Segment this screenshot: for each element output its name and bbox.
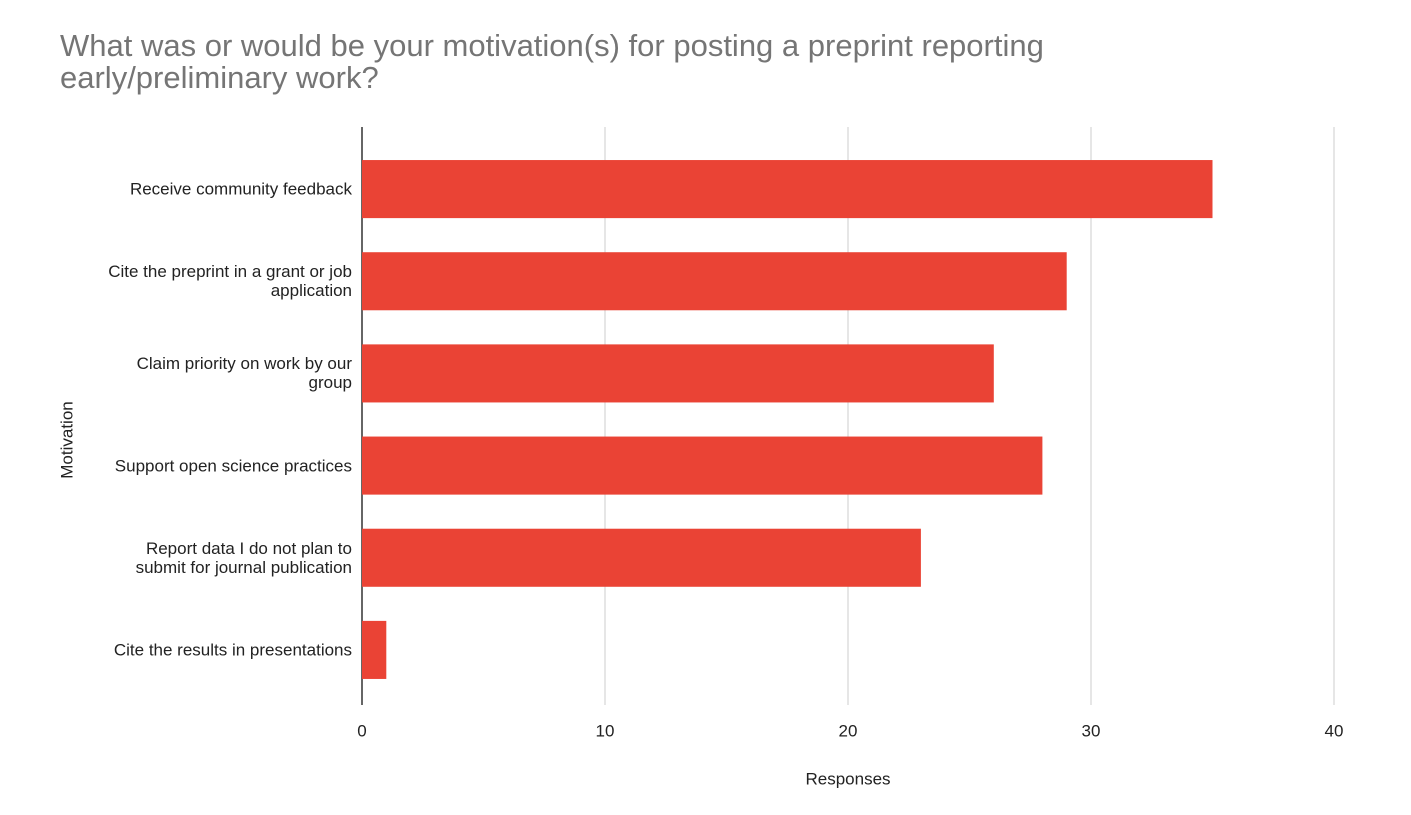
y-axis-title: Motivation xyxy=(57,401,76,478)
bar xyxy=(362,252,1067,311)
x-tick-label: 0 xyxy=(357,721,366,740)
bar xyxy=(362,160,1213,219)
x-tick-label: 20 xyxy=(839,721,858,740)
x-tick-label: 30 xyxy=(1082,721,1101,740)
x-tick-label: 40 xyxy=(1325,721,1344,740)
y-tick-label: Claim priority on work by our group xyxy=(136,354,352,393)
bar xyxy=(362,620,387,679)
bar xyxy=(362,344,994,403)
y-tick-label: Cite the preprint in a grant or job appl… xyxy=(108,262,352,301)
x-tick-label: 10 xyxy=(596,721,615,740)
bar xyxy=(362,436,1043,495)
y-tick-label: Receive community feedback xyxy=(129,179,352,199)
y-tick-label: Cite the results in presentations xyxy=(113,640,352,660)
y-tick-label: Report data I do not plan to submit for … xyxy=(135,538,352,577)
chart-title: What was or would be your motivation(s) … xyxy=(60,28,1044,95)
y-tick-label: Support open science practices xyxy=(114,456,352,476)
x-axis-title: Responses xyxy=(805,769,890,788)
bar xyxy=(362,528,921,587)
